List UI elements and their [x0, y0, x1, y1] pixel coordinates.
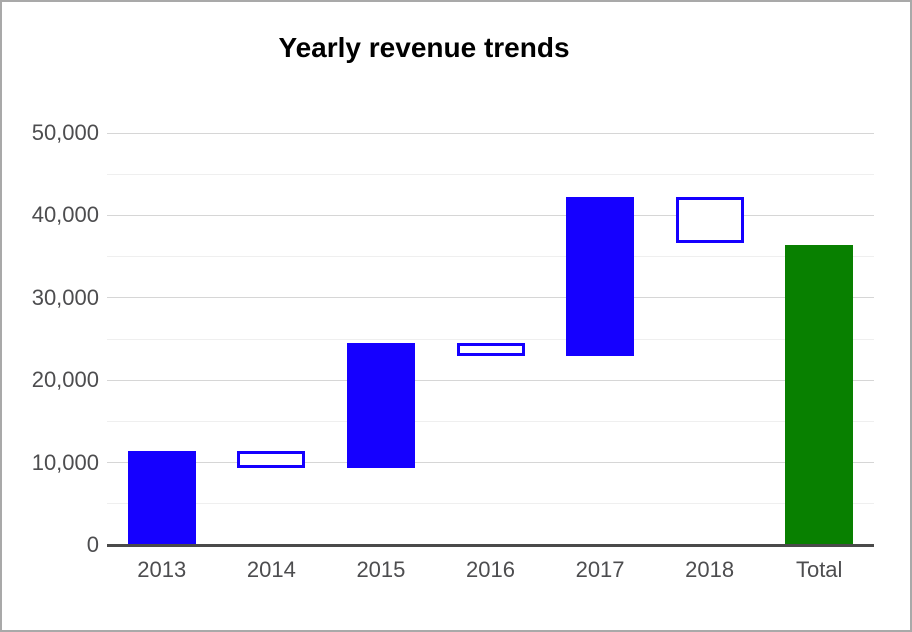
major-gridline	[107, 297, 874, 299]
major-gridline	[107, 379, 874, 381]
x-axis-tick-label: 2015	[356, 557, 406, 582]
x-axis-tick-label: 2018	[685, 557, 735, 582]
x-axis-tick-label: Total	[795, 557, 843, 582]
minor-gridline	[107, 173, 874, 175]
bar-2014[interactable]	[237, 451, 306, 469]
y-axis-tick-label: 40,000	[31, 202, 99, 228]
bar-total[interactable]	[785, 245, 854, 545]
major-gridline	[107, 214, 874, 216]
x-axis-baseline	[107, 544, 874, 547]
bar-2013[interactable]	[127, 451, 196, 545]
y-axis-tick-label: 50,000	[31, 120, 99, 145]
bar-2018[interactable]	[675, 196, 744, 244]
major-gridline	[107, 132, 874, 134]
chart-title: Yearly revenue trends	[278, 32, 570, 63]
minor-gridline	[107, 338, 874, 340]
minor-gridline	[107, 503, 874, 505]
x-axis-tick-label: 2016	[466, 557, 515, 582]
x-axis-tick-label: 2017	[575, 557, 625, 582]
bar-2015[interactable]	[346, 343, 415, 469]
x-axis-tick-label: 2013	[137, 557, 187, 582]
major-gridline	[107, 462, 874, 464]
bar-2016[interactable]	[456, 343, 525, 357]
y-axis-tick-label: 30,000	[31, 284, 99, 310]
y-axis-tick-label: 20,000	[31, 367, 99, 393]
y-axis-tick-label: 0	[86, 532, 99, 557]
minor-gridline	[107, 420, 874, 422]
y-axis-tick-label: 10,000	[31, 449, 99, 475]
minor-gridline	[107, 256, 874, 258]
x-axis-tick-label: 2014	[246, 557, 296, 582]
bar-2017[interactable]	[566, 196, 635, 357]
